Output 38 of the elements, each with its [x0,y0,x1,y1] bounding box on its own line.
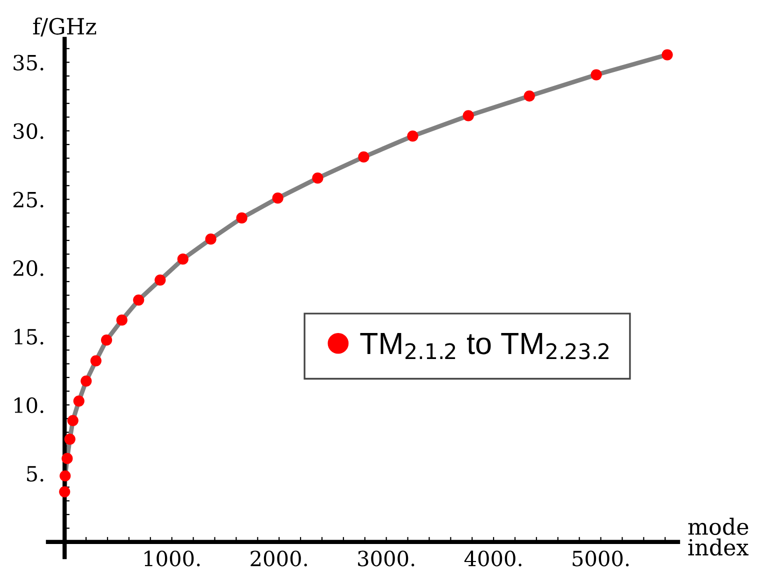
point [358,151,370,163]
x-tick-label: 2000. [250,550,307,566]
y-tick-label: 25. [13,192,44,208]
point [462,110,474,122]
point [62,452,73,464]
point [80,375,92,387]
point [90,355,102,366]
y-tick-label: 35. [14,54,44,71]
point [60,470,71,482]
point [100,334,112,346]
point [590,69,602,80]
x-axis-title: mode index [688,518,749,556]
point [272,192,284,204]
point [154,274,166,286]
point [205,234,216,245]
y-tick-label: 5. [27,466,44,482]
y-tick-label: 10. [14,397,44,414]
point [312,172,324,184]
point [64,434,76,445]
point [236,212,248,224]
x-tick-label: 3000. [358,550,414,566]
x-tick-label: 4000. [464,550,522,566]
y-tick-label: 15. [14,328,44,345]
y-tick-label: 30. [14,123,44,140]
legend-label: TM$_{2.1.2}$ to TM$_{2.23.2}$ [360,332,608,360]
point [116,314,128,326]
point [59,486,70,498]
point [67,414,78,426]
point [662,49,673,60]
x-tick-label: 1000. [144,550,200,566]
point [524,90,535,102]
y-axis-title: f/GHz [33,17,96,36]
y-tick-label: 20. [13,260,44,276]
point [407,130,418,142]
x-tick-label: 5000. [572,550,629,566]
point [73,395,84,407]
point [133,294,144,306]
point [177,254,188,265]
